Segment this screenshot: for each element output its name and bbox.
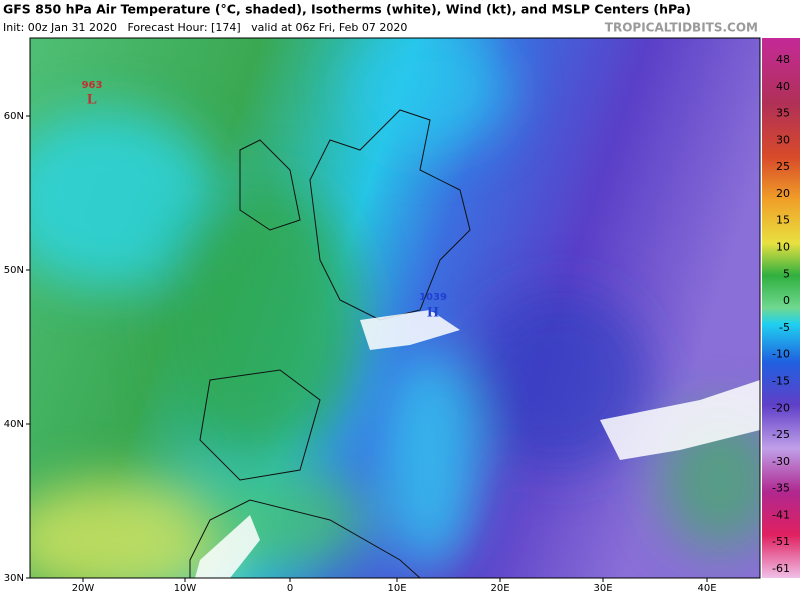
longitude-label: 0 <box>287 583 293 594</box>
colorbar-label: 10 <box>776 241 790 254</box>
longitude-label: 10E <box>387 583 406 594</box>
colorbar-label: -61 <box>772 562 790 575</box>
colorbar-label: -51 <box>772 535 790 548</box>
colorbar-label: -41 <box>772 508 790 521</box>
colorbar-label: 5 <box>783 267 790 280</box>
map-subtitle: Init: 00z Jan 31 2020 Forecast Hour: [17… <box>3 21 407 34</box>
latitude-label: 40N <box>4 419 24 430</box>
colorbar-label: 40 <box>776 80 790 93</box>
colorbar-label: -10 <box>772 348 790 361</box>
latitude-label: 50N <box>4 265 24 276</box>
latitude-label: 30N <box>4 573 24 584</box>
colorbar-label: 25 <box>776 160 790 173</box>
source-label: TROPICALTIDBITS.COM <box>605 21 758 35</box>
low-pressure-symbol: L <box>87 91 97 107</box>
high-pressure-value: 1039 <box>419 292 447 303</box>
longitude-label: 20W <box>72 583 95 594</box>
colorbar-label: 15 <box>776 214 790 227</box>
labels: 60N 50N 40N 30N 20W 10W 0 10E 20E 30E 40E 48 40 35 30 2… <box>4 53 790 594</box>
colorbar <box>762 38 800 578</box>
longitude-label: 10W <box>174 583 197 594</box>
low-pressure-value: 963 <box>82 80 103 91</box>
colorbar-label: -35 <box>772 482 790 495</box>
map-title: GFS 850 hPa Air Temperature (°C, shaded)… <box>3 2 691 17</box>
map-frame <box>29 37 761 579</box>
high-pressure-symbol: H <box>427 304 439 320</box>
colorbar-label: 35 <box>776 107 790 120</box>
colorbar-label: -15 <box>772 374 790 387</box>
latitude-label: 60N <box>4 111 24 122</box>
colorbar-label: -5 <box>779 321 790 334</box>
longitude-label: 20E <box>490 583 509 594</box>
longitude-label: 30E <box>593 583 612 594</box>
colorbar-label: 48 <box>776 53 790 66</box>
colorbar-label: 0 <box>783 294 790 307</box>
colorbar-label: -20 <box>772 401 790 414</box>
map-area <box>30 38 760 578</box>
colorbar-label: 20 <box>776 187 790 200</box>
colorbar-label: -25 <box>772 428 790 441</box>
colorbar-label: -30 <box>772 455 790 468</box>
longitude-label: 40E <box>697 583 716 594</box>
colorbar-label: 30 <box>776 133 790 146</box>
